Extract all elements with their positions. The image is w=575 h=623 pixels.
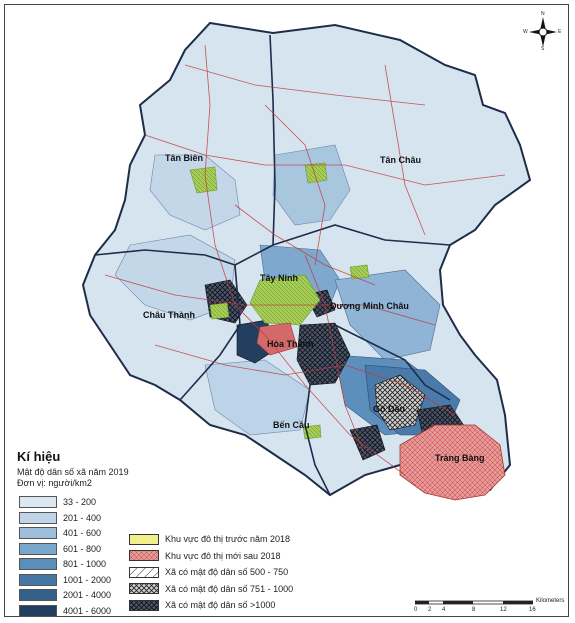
scale-bar: 0 2 4 8 12 16 Kilometers bbox=[414, 598, 564, 619]
density-label: 33 - 200 bbox=[63, 497, 97, 507]
place-label-trang-bang: Trảng Bàng bbox=[435, 453, 485, 463]
scale-tick-2: 2 bbox=[428, 607, 432, 613]
density-legend-row: 4001 - 6000 bbox=[19, 604, 111, 618]
area-legend-row: Xã có mật độ dân số 751 - 1000 bbox=[129, 582, 293, 596]
scale-unit: Kilometers bbox=[536, 598, 565, 604]
density-swatch bbox=[19, 573, 57, 586]
area-swatch bbox=[129, 599, 159, 611]
compass-s: S bbox=[541, 46, 545, 52]
density-swatch bbox=[19, 589, 57, 601]
scale-tick-4: 4 bbox=[442, 607, 446, 613]
density-legend-row: 2001 - 4000 bbox=[19, 588, 111, 602]
urban-tay-ninh bbox=[249, 274, 321, 326]
area-legend-row: Khu vực đô thị mới sau 2018 bbox=[129, 549, 281, 563]
place-label-ben-cau: Bến Cầu bbox=[273, 420, 310, 430]
new-urban-trang-bang bbox=[399, 424, 506, 501]
area-label: Xã có mật độ dân số 500 - 750 bbox=[165, 567, 289, 577]
density-legend-row: 801 - 1000 bbox=[19, 557, 106, 571]
area-legend-row: Xã có mật độ dân số 500 - 750 bbox=[129, 565, 288, 579]
density-swatch bbox=[19, 496, 57, 508]
compass-e: E bbox=[558, 29, 562, 35]
new-urban-hoa-thanh bbox=[256, 322, 298, 356]
density-label: 4001 - 6000 bbox=[63, 605, 112, 616]
scale-tick-0: 0 bbox=[414, 607, 418, 613]
place-label-go-dau: Gò Dầu bbox=[373, 404, 406, 414]
map-canvas bbox=[81, 21, 532, 501]
area-label: Khu vực đô thị trước năm 2018 bbox=[165, 534, 291, 544]
area-label: Khu vực đô thị mới sau 2018 bbox=[165, 550, 281, 561]
district-ben-cau-zone bbox=[204, 359, 311, 436]
area-legend-row: Khu vực đô thị trước năm 2018 bbox=[129, 532, 290, 546]
compass-icon bbox=[529, 17, 557, 47]
area-swatch bbox=[129, 566, 159, 578]
density-swatch bbox=[19, 527, 57, 539]
place-label-tan-chau: Tân Châu bbox=[380, 155, 422, 165]
scale-tick-12: 12 bbox=[500, 607, 507, 613]
density-label: 801 - 1000 bbox=[63, 559, 107, 569]
district-boundaries bbox=[94, 34, 451, 496]
area-legend-row: Xã có mật độ dân số >1000 bbox=[129, 598, 275, 612]
legend-subtitle: Mật độ dân số xã năm 2019 bbox=[17, 467, 129, 477]
density-swatch bbox=[19, 542, 57, 555]
area-label: Xã có mật độ dân số >1000 bbox=[165, 600, 276, 610]
density-label: 401 - 600 bbox=[63, 528, 102, 538]
density-legend-row: 601 - 800 bbox=[19, 542, 101, 556]
area-swatch bbox=[129, 583, 159, 594]
area-swatch bbox=[129, 533, 159, 545]
commune-hatched-bencau-east bbox=[349, 424, 386, 461]
density-swatch bbox=[19, 511, 57, 524]
density-label: 2001 - 4000 bbox=[63, 590, 112, 600]
place-label-chau-thanh: Châu Thành bbox=[143, 310, 195, 320]
density-legend-row: 401 - 600 bbox=[19, 526, 101, 540]
density-swatch bbox=[19, 604, 57, 617]
scale-tick-8: 8 bbox=[472, 607, 476, 613]
compass-n: N bbox=[541, 11, 545, 17]
place-label-duong-minh-chau: Dương Minh Châu bbox=[330, 301, 409, 311]
place-label-tan-bien: Tân Biên bbox=[165, 153, 204, 163]
legend-unit: Đơn vị: người/km2 bbox=[17, 478, 92, 488]
area-label: Xã có mật độ dân số 751 - 1000 bbox=[165, 583, 294, 594]
density-legend-row: 1001 - 2000 bbox=[19, 573, 111, 587]
place-label-hoa-thanh: Hòa Thành bbox=[267, 339, 314, 349]
density-label: 1001 - 2000 bbox=[63, 574, 112, 585]
compass-rose: N S W E bbox=[523, 11, 562, 52]
commune-hatched-south-central bbox=[296, 322, 351, 386]
legend-title: Kí hiệu bbox=[17, 449, 61, 464]
road-network bbox=[104, 44, 506, 476]
density-swatch bbox=[19, 558, 57, 570]
district-east-zone bbox=[334, 269, 441, 361]
map-frame: Tân Biên Tân Châu Tây Ninh Dương Minh Ch… bbox=[4, 4, 569, 617]
urban-dmc bbox=[349, 264, 370, 280]
commune-hatched-godau bbox=[374, 374, 426, 431]
density-label: 201 - 400 bbox=[63, 512, 102, 523]
urban-tan-chau bbox=[304, 162, 328, 184]
scale-tick-16: 16 bbox=[529, 607, 536, 613]
compass-w: W bbox=[523, 29, 528, 35]
density-legend-row: 33 - 200 bbox=[19, 495, 96, 509]
density-legend-row: 201 - 400 bbox=[19, 511, 101, 525]
density-label: 601 - 800 bbox=[63, 543, 102, 554]
area-swatch bbox=[129, 550, 159, 561]
urban-tan-bien bbox=[189, 166, 218, 194]
urban-chau-thanh bbox=[209, 302, 230, 320]
district-tan-bien-zone bbox=[149, 154, 241, 231]
place-label-tay-ninh: Tây Ninh bbox=[260, 273, 299, 283]
